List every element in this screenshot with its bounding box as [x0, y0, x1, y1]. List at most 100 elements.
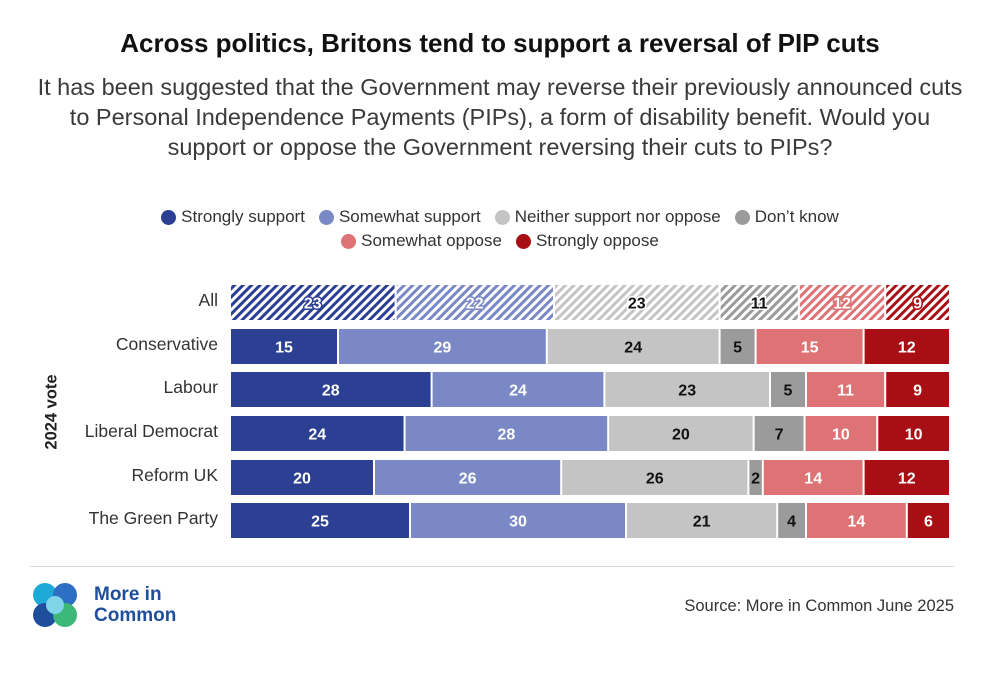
bar-conservative-strongly-support	[231, 329, 337, 364]
chart-title: Across politics, Britons tend to support…	[120, 28, 880, 58]
legend-swatch	[734, 209, 750, 225]
data-label: 26	[459, 471, 477, 488]
data-label: 21	[693, 514, 711, 531]
legend-row-1: Strongly support Somewhat support Neithe…	[60, 207, 940, 227]
row-label-labour: Labour	[163, 377, 219, 397]
data-label: 2	[751, 471, 760, 488]
data-label: 30	[509, 514, 527, 531]
data-label: 25	[311, 514, 329, 531]
bar-conservative-strongly-oppose	[864, 329, 949, 364]
data-label: 28	[322, 383, 340, 400]
data-label: 14	[804, 471, 822, 488]
bar-the-green-party-neither-support-nor-oppose	[627, 503, 777, 538]
bar-liberal-democrat-neither-support-nor-oppose	[609, 416, 753, 451]
bar-liberal-democrat-don-t-know	[754, 416, 804, 451]
legend-label: Somewhat oppose	[361, 231, 502, 250]
bar-all-don-t-know	[720, 285, 798, 320]
bar-reform-uk-neither-support-nor-oppose	[562, 460, 748, 495]
bar-reform-uk-don-t-know	[749, 460, 762, 495]
legend-swatch	[494, 209, 510, 225]
bar-all-strongly-support	[231, 285, 395, 320]
legend-swatch	[161, 209, 177, 225]
more-in-common-logo: More in Common	[30, 580, 176, 630]
data-label: 20	[293, 471, 311, 488]
legend-label: Neither support nor oppose	[514, 207, 721, 226]
logo-mark-icon	[33, 583, 77, 627]
legend-label: Strongly support	[181, 207, 305, 226]
data-label: 24	[509, 383, 527, 400]
data-label: 26	[646, 471, 664, 488]
data-label: 12	[898, 340, 916, 357]
data-label: 24	[308, 427, 326, 444]
chart-subtitle: It has been suggested that the Governmen…	[37, 74, 963, 160]
bar-all-neither-support-nor-oppose	[555, 285, 719, 320]
data-label: 23	[628, 296, 646, 313]
bar-conservative-somewhat-oppose	[756, 329, 863, 364]
legend-item-strongly-support: Strongly support	[161, 207, 305, 227]
row-label-green-party: The Green Party	[88, 508, 218, 528]
row-label-all: All	[198, 290, 218, 310]
data-label: 23	[678, 383, 696, 400]
bar-the-green-party-strongly-support	[231, 503, 409, 538]
data-label: 7	[775, 427, 784, 444]
data-label: 23	[304, 296, 322, 313]
legend-item-strongly-oppose: Strongly oppose	[515, 231, 659, 251]
bar-conservative-neither-support-nor-oppose	[547, 329, 719, 364]
footer-divider	[30, 566, 954, 567]
data-label: 4	[787, 514, 796, 531]
data-label: 20	[672, 427, 690, 444]
legend-item-dont-know: Don’t know	[734, 207, 839, 227]
legend-item-somewhat-support: Somewhat support	[318, 207, 481, 227]
bar-reform-uk-somewhat-support	[375, 460, 561, 495]
bar-liberal-democrat-somewhat-support	[405, 416, 608, 451]
legend-swatch	[341, 233, 357, 249]
legend-label: Somewhat support	[338, 207, 481, 226]
bar-labour-somewhat-oppose	[807, 372, 885, 407]
data-label: 28	[497, 427, 515, 444]
row-label-reform-uk: Reform UK	[131, 465, 218, 485]
logo-line-1: More in	[94, 584, 162, 605]
bar-liberal-democrat-strongly-oppose	[878, 416, 949, 451]
logo-line-2: Common	[94, 605, 177, 626]
legend-item-neither: Neither support nor oppose	[494, 207, 721, 227]
bar-all-somewhat-support	[396, 285, 553, 320]
logo-text: More in Common	[94, 584, 176, 626]
legend-swatch	[515, 233, 531, 249]
legend-swatch	[318, 209, 334, 225]
legend-row-2: Somewhat oppose Strongly oppose	[60, 231, 940, 251]
bar-reform-uk-somewhat-oppose	[763, 460, 863, 495]
legend-item-somewhat-oppose: Somewhat oppose	[341, 231, 502, 251]
data-label: 6	[924, 514, 933, 531]
data-label: 9	[913, 296, 922, 313]
legend-label: Strongly oppose	[535, 231, 659, 250]
row-label-liberal-democrat: Liberal Democrat	[84, 421, 218, 441]
data-label: 12	[833, 296, 851, 313]
data-label: 9	[913, 383, 922, 400]
bar-the-green-party-somewhat-support	[411, 503, 625, 538]
bar-conservative-don-t-know	[720, 329, 755, 364]
data-label: 24	[624, 340, 642, 357]
legend: Strongly support Somewhat support Neithe…	[60, 207, 940, 251]
bar-reform-uk-strongly-support	[231, 460, 373, 495]
bar-labour-strongly-support	[231, 372, 431, 407]
bar-reform-uk-strongly-oppose	[864, 460, 949, 495]
data-label: 11	[751, 296, 768, 313]
data-label: 11	[837, 383, 854, 400]
bar-liberal-democrat-somewhat-oppose	[805, 416, 877, 451]
data-label: 5	[733, 340, 742, 357]
bar-liberal-democrat-strongly-support	[231, 416, 404, 451]
data-label: 10	[832, 427, 850, 444]
bar-the-green-party-somewhat-oppose	[807, 503, 906, 538]
data-label: 5	[784, 383, 793, 400]
bar-the-green-party-don-t-know	[778, 503, 805, 538]
bar-the-green-party-strongly-oppose	[907, 503, 949, 538]
data-label: 15	[801, 340, 819, 357]
bar-all-strongly-oppose	[886, 285, 949, 320]
data-label: 10	[905, 427, 923, 444]
data-label: 29	[434, 340, 452, 357]
bar-labour-strongly-oppose	[886, 372, 949, 407]
bar-all-somewhat-oppose	[799, 285, 885, 320]
bar-labour-neither-support-nor-oppose	[605, 372, 769, 407]
